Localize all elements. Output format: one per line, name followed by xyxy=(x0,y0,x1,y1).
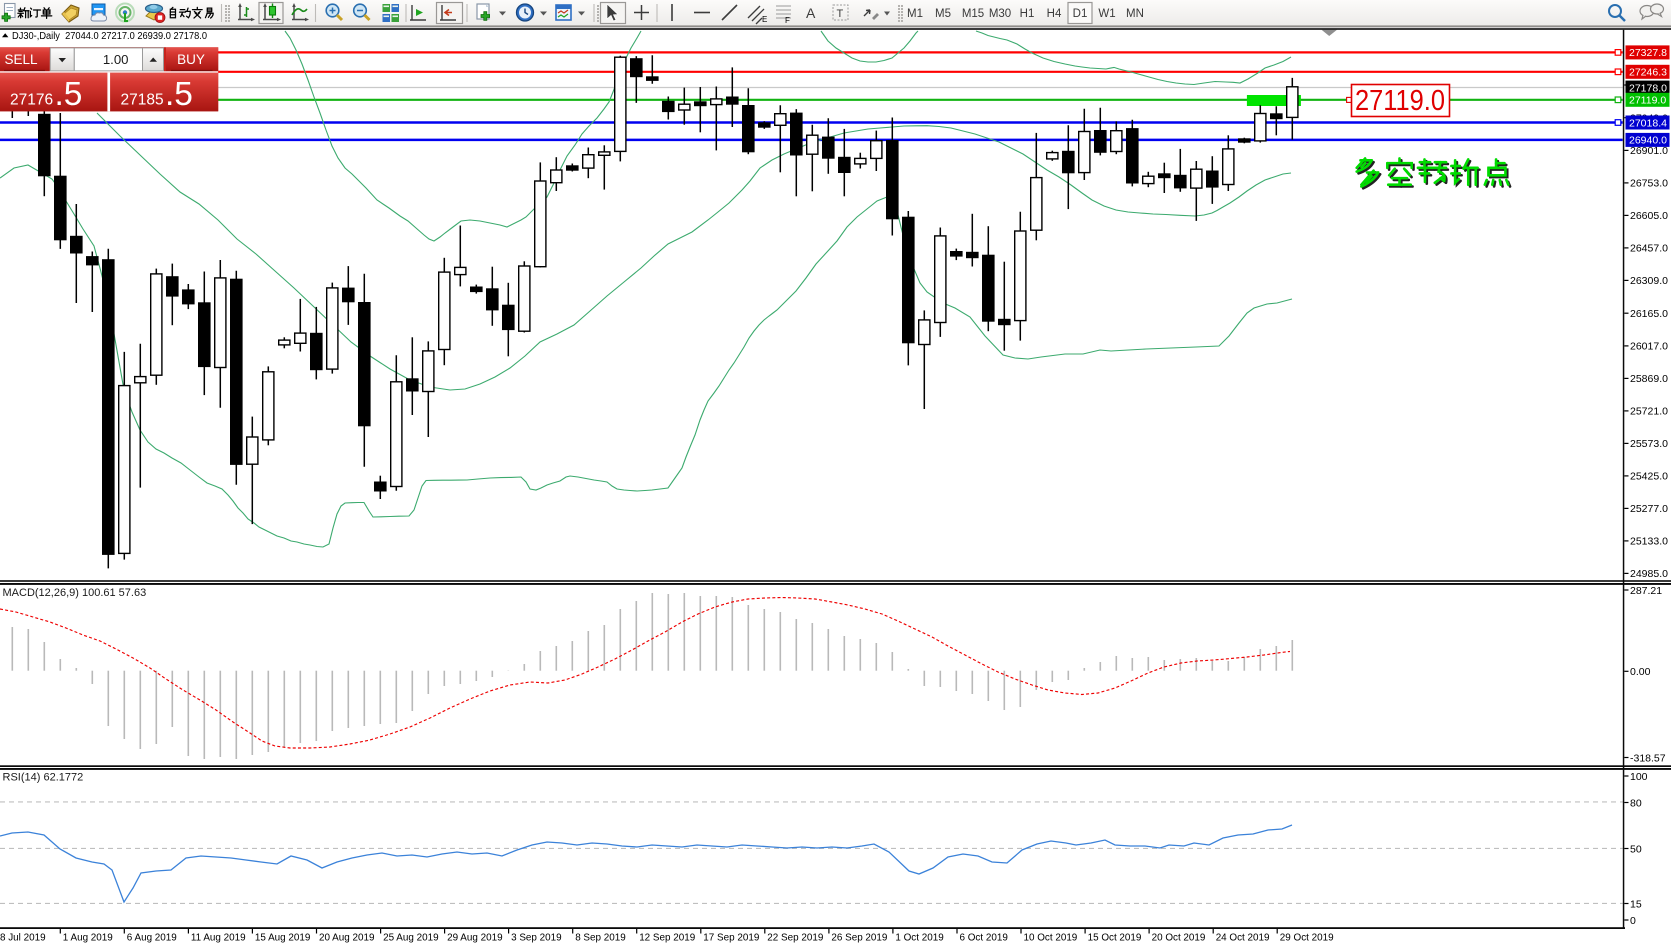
svg-text:27185: 27185 xyxy=(121,92,164,109)
svg-text:15 Aug 2019: 15 Aug 2019 xyxy=(255,933,311,944)
svg-text:15 Oct 2019: 15 Oct 2019 xyxy=(1088,933,1142,944)
svg-text:25721.0: 25721.0 xyxy=(1630,406,1668,418)
svg-text:20 Aug 2019: 20 Aug 2019 xyxy=(319,933,375,944)
svg-text:.5: .5 xyxy=(55,76,83,113)
svg-text:27246.3: 27246.3 xyxy=(1629,67,1667,79)
svg-text:26309.0: 26309.0 xyxy=(1630,275,1668,287)
svg-text:0.00: 0.00 xyxy=(1630,666,1651,678)
svg-text:MACD(12,26,9) 100.61 57.63: MACD(12,26,9) 100.61 57.63 xyxy=(3,587,147,599)
svg-text:H1: H1 xyxy=(1020,8,1035,20)
svg-text:SELL: SELL xyxy=(4,52,38,67)
svg-text:29 Aug 2019: 29 Aug 2019 xyxy=(447,933,503,944)
svg-text:DJ30-,Daily 27044.0 27217.0 2: DJ30-,Daily 27044.0 27217.0 26939.0 2717… xyxy=(12,31,207,42)
svg-text:25573.0: 25573.0 xyxy=(1630,438,1668,450)
svg-text:22 Sep 2019: 22 Sep 2019 xyxy=(767,933,824,944)
svg-text:25133.0: 25133.0 xyxy=(1630,536,1668,548)
svg-text:27176: 27176 xyxy=(10,92,53,109)
svg-text:26017.0: 26017.0 xyxy=(1630,341,1668,353)
svg-text:287.21: 287.21 xyxy=(1630,585,1662,597)
svg-text:25869.0: 25869.0 xyxy=(1630,373,1668,385)
svg-text:26753.0: 26753.0 xyxy=(1630,178,1668,190)
svg-text:1.00: 1.00 xyxy=(103,52,129,67)
svg-text:M15: M15 xyxy=(962,8,984,20)
svg-text:26 Sep 2019: 26 Sep 2019 xyxy=(831,933,888,944)
svg-text:29 Oct 2019: 29 Oct 2019 xyxy=(1280,933,1334,944)
svg-text:25425.0: 25425.0 xyxy=(1630,471,1668,483)
svg-text:24 Oct 2019: 24 Oct 2019 xyxy=(1216,933,1270,944)
svg-text:D1: D1 xyxy=(1073,8,1088,20)
svg-text:A: A xyxy=(806,5,816,21)
svg-text:BUY: BUY xyxy=(177,52,205,67)
svg-text:100: 100 xyxy=(1630,771,1648,783)
svg-text:H4: H4 xyxy=(1047,8,1062,20)
svg-text:M1: M1 xyxy=(907,8,923,20)
svg-text:11 Aug 2019: 11 Aug 2019 xyxy=(191,933,246,944)
svg-text:MN: MN xyxy=(1126,8,1144,20)
svg-text:80: 80 xyxy=(1630,797,1642,809)
svg-text:1 Aug 2019: 1 Aug 2019 xyxy=(63,933,113,944)
svg-text:E: E xyxy=(762,15,767,24)
svg-text:M30: M30 xyxy=(989,8,1011,20)
svg-text:.5: .5 xyxy=(165,76,193,113)
svg-text:20 Oct 2019: 20 Oct 2019 xyxy=(1152,933,1206,944)
svg-text:26940.0: 26940.0 xyxy=(1629,135,1667,147)
svg-text:1 Oct 2019: 1 Oct 2019 xyxy=(895,933,944,944)
svg-text:15: 15 xyxy=(1630,898,1642,910)
svg-text:6 Aug 2019: 6 Aug 2019 xyxy=(127,933,177,944)
svg-text:27178.0: 27178.0 xyxy=(1629,82,1667,94)
svg-text:12 Sep 2019: 12 Sep 2019 xyxy=(639,933,696,944)
svg-text:26605.0: 26605.0 xyxy=(1630,210,1668,222)
svg-text:M5: M5 xyxy=(935,8,951,20)
svg-text:F: F xyxy=(785,16,790,25)
svg-text:17 Sep 2019: 17 Sep 2019 xyxy=(703,933,760,944)
svg-text:50: 50 xyxy=(1630,843,1642,855)
svg-text:26457.0: 26457.0 xyxy=(1630,243,1668,255)
svg-text:T: T xyxy=(837,8,844,20)
svg-text:W1: W1 xyxy=(1098,8,1115,20)
svg-text:10 Oct 2019: 10 Oct 2019 xyxy=(1024,933,1078,944)
svg-text:27119.0: 27119.0 xyxy=(1629,95,1666,107)
svg-text:-318.57: -318.57 xyxy=(1630,752,1666,764)
svg-text:25277.0: 25277.0 xyxy=(1630,503,1668,515)
svg-text:8 Sep 2019: 8 Sep 2019 xyxy=(575,933,626,944)
svg-text:8 Jul 2019: 8 Jul 2019 xyxy=(0,933,46,944)
svg-text:25 Aug 2019: 25 Aug 2019 xyxy=(383,933,439,944)
svg-text:0: 0 xyxy=(1630,915,1636,927)
svg-text:27327.8: 27327.8 xyxy=(1629,47,1667,59)
svg-text:27119.0: 27119.0 xyxy=(1355,85,1445,117)
svg-text:26165.0: 26165.0 xyxy=(1630,308,1668,320)
svg-text:24985.0: 24985.0 xyxy=(1630,568,1668,580)
svg-text:27018.4: 27018.4 xyxy=(1629,117,1667,129)
svg-text:6 Oct 2019: 6 Oct 2019 xyxy=(960,933,1009,944)
svg-text:3 Sep 2019: 3 Sep 2019 xyxy=(511,933,562,944)
svg-text:RSI(14) 62.1772: RSI(14) 62.1772 xyxy=(3,772,84,784)
svg-text:26901.0: 26901.0 xyxy=(1630,145,1668,157)
